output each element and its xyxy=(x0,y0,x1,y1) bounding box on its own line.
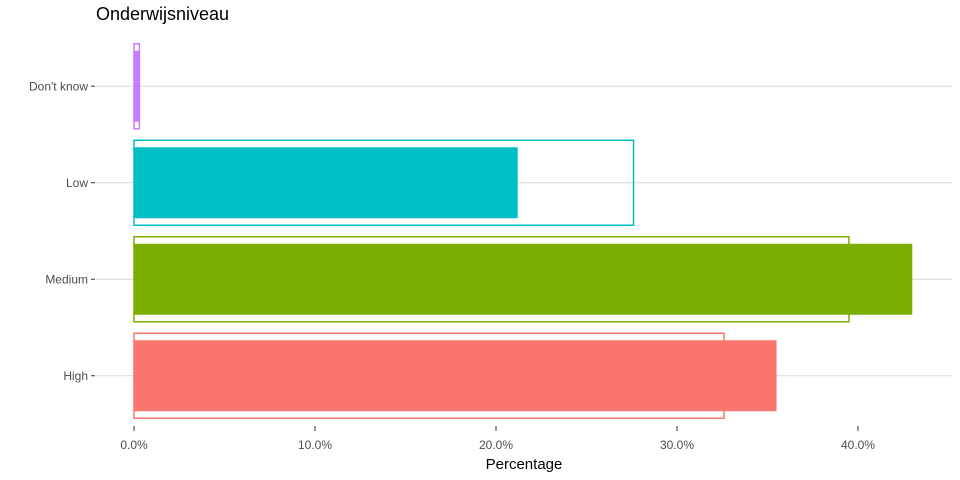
grid-layer xyxy=(96,85,952,377)
x-tick-label: 0.0% xyxy=(120,438,148,452)
bar xyxy=(134,243,913,315)
x-axis-title: Percentage xyxy=(486,456,563,473)
y-tick-label: Don't know xyxy=(29,79,88,93)
x-tick-label: 30.0% xyxy=(660,438,694,452)
y-tick-label: High xyxy=(63,369,88,383)
x-tick-label: 40.0% xyxy=(841,438,875,452)
y-tick-label: Medium xyxy=(45,272,88,286)
x-axis: 0.0% 10.0% 20.0% 30.0% 40.0% xyxy=(120,426,875,452)
bar xyxy=(134,50,140,122)
filled-bars-layer xyxy=(134,50,913,412)
chart-title: Onderwijsniveau xyxy=(96,4,230,24)
y-tick-label: Low xyxy=(66,176,88,190)
x-tick-label: 10.0% xyxy=(298,438,332,452)
bar xyxy=(134,340,777,412)
bar xyxy=(134,147,518,219)
x-tick-label: 20.0% xyxy=(479,438,513,452)
y-axis: Don't know Low Medium High xyxy=(29,79,95,383)
